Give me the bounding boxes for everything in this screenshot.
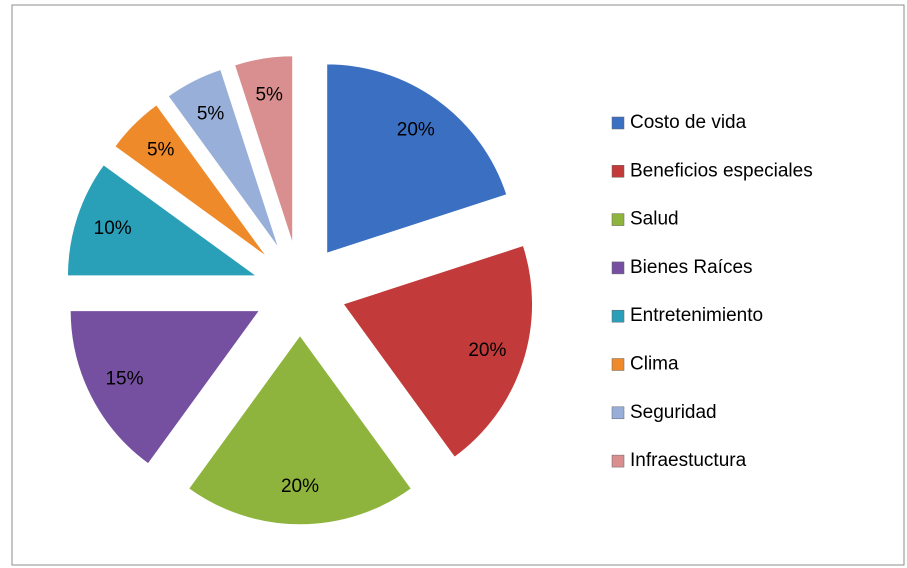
legend-label: Bienes Raíces xyxy=(630,257,753,278)
legend-label: Beneficios especiales xyxy=(630,160,813,181)
legend-marker xyxy=(611,116,625,130)
pie-slice xyxy=(113,103,269,259)
pie-slice xyxy=(341,244,534,459)
legend-marker xyxy=(611,309,625,323)
data-label: 20% xyxy=(281,476,319,497)
legend-label: Costo de vida xyxy=(630,112,747,133)
legend-label: Infraestuctura xyxy=(630,450,747,471)
legend-label: Entretenimiento xyxy=(630,305,763,326)
pie-slice xyxy=(325,62,509,255)
legend-label: Clima xyxy=(630,354,679,375)
legend-label: Salud xyxy=(630,209,679,230)
pie-slice xyxy=(166,68,281,251)
data-label: 5% xyxy=(197,103,225,124)
data-label: 5% xyxy=(255,84,283,105)
legend-marker xyxy=(611,213,625,226)
legend-marker xyxy=(611,261,625,275)
pie-slice xyxy=(69,309,262,466)
data-label: 15% xyxy=(105,368,143,389)
pie-slice xyxy=(66,163,260,277)
pie-slice xyxy=(233,54,294,246)
legend-marker xyxy=(611,454,625,468)
data-label: 20% xyxy=(468,340,506,361)
data-label: 20% xyxy=(397,120,435,141)
data-label: 5% xyxy=(147,140,175,161)
legend-marker xyxy=(611,358,625,371)
data-label: 10% xyxy=(94,218,132,239)
legend-label: Seguridad xyxy=(630,402,717,423)
legend-marker xyxy=(611,165,625,178)
pie-slice xyxy=(187,333,413,526)
legend-marker xyxy=(611,406,625,420)
